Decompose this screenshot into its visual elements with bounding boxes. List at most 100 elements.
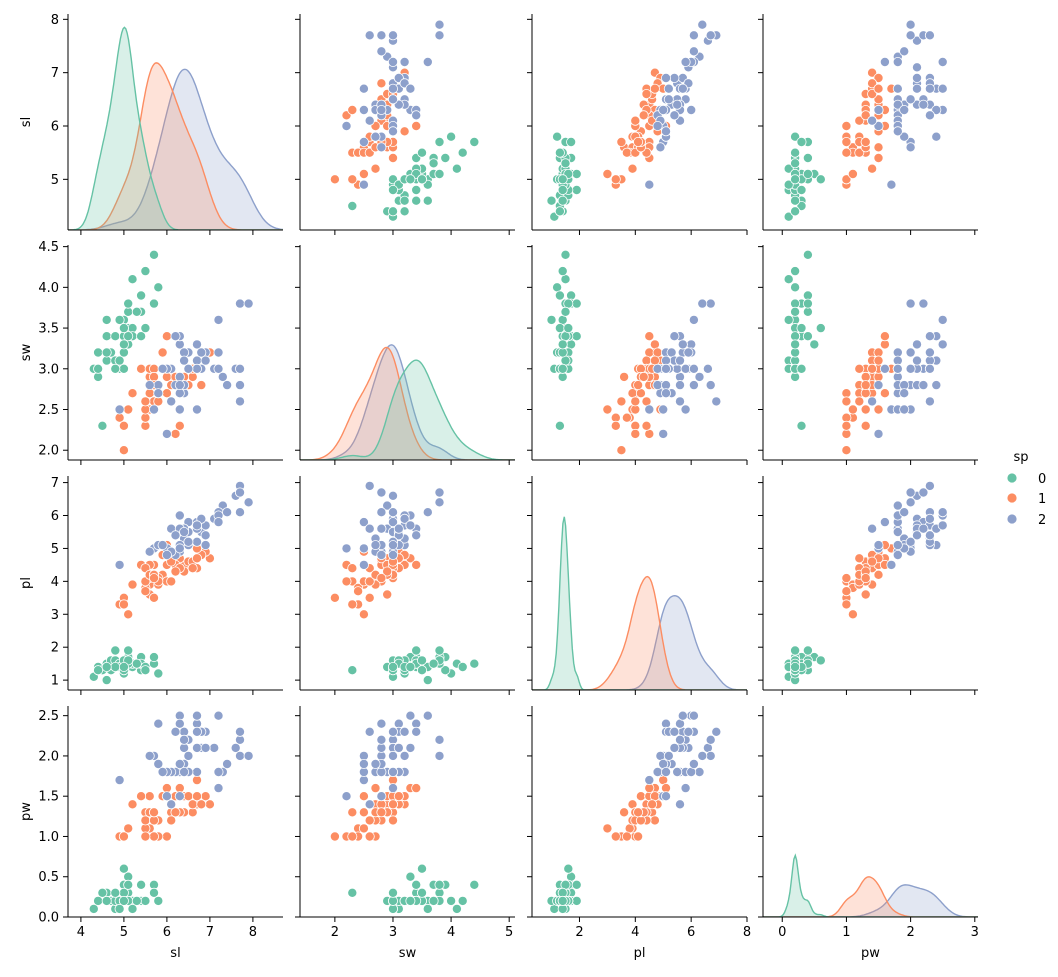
- point-sp2: [399, 513, 410, 524]
- point-sp1: [161, 831, 172, 842]
- point-sp2: [370, 759, 381, 770]
- point-sp2: [200, 540, 211, 551]
- point-sp2: [243, 497, 254, 508]
- point-sp0: [118, 662, 129, 673]
- point-sp0: [118, 363, 129, 374]
- point-sp1: [148, 573, 159, 584]
- point-sp2: [191, 363, 202, 374]
- point-sp1: [854, 147, 865, 158]
- point-sp2: [711, 396, 722, 407]
- point-sp2: [661, 767, 672, 778]
- point-sp0: [563, 323, 574, 334]
- point-sp0: [557, 339, 568, 350]
- point-sp2: [661, 126, 672, 137]
- point-sp2: [434, 497, 445, 508]
- point-sp2: [652, 380, 663, 391]
- point-sp2: [170, 331, 181, 342]
- point-sp2: [153, 718, 164, 729]
- point-sp0: [790, 339, 801, 350]
- point-sp1: [387, 152, 398, 163]
- x-tick-label: 3: [971, 925, 979, 940]
- point-sp0: [153, 895, 164, 906]
- point-sp0: [131, 895, 142, 906]
- point-sp1: [347, 807, 358, 818]
- y-tick-label: 7: [51, 476, 59, 491]
- point-sp1: [621, 147, 632, 158]
- panel-pl-vs-sw: [295, 476, 515, 695]
- point-sp1: [140, 396, 151, 407]
- point-sp2: [879, 363, 890, 374]
- point-sp1: [633, 380, 644, 391]
- point-sp1: [358, 807, 369, 818]
- panel-sw-vs-pw: [758, 245, 978, 465]
- point-sp0: [790, 662, 801, 673]
- point-sp2: [144, 546, 155, 557]
- point-sp2: [213, 363, 224, 374]
- point-sp0: [97, 887, 108, 898]
- point-sp2: [230, 742, 241, 753]
- point-sp2: [873, 380, 884, 391]
- point-sp2: [644, 404, 655, 415]
- point-sp0: [790, 645, 801, 656]
- y-tick-label: 3.0: [38, 362, 59, 377]
- point-sp0: [790, 306, 801, 317]
- point-sp2: [358, 559, 369, 570]
- point-sp1: [879, 388, 890, 399]
- point-sp1: [353, 586, 364, 597]
- x-tick-label: 4: [631, 925, 639, 940]
- point-sp0: [796, 363, 807, 374]
- point-sp2: [697, 19, 708, 30]
- point-sp0: [815, 655, 826, 666]
- point-sp2: [387, 750, 398, 761]
- point-sp2: [174, 380, 185, 391]
- point-sp0: [387, 662, 398, 673]
- point-sp1: [847, 404, 858, 415]
- kde-fill-1: [68, 62, 283, 230]
- point-sp2: [422, 507, 433, 518]
- point-sp0: [796, 420, 807, 431]
- y-tick-label: 2.0: [38, 749, 59, 764]
- point-sp2: [683, 726, 694, 737]
- point-sp2: [658, 404, 669, 415]
- point-sp0: [571, 168, 582, 179]
- x-tick-label: 8: [249, 925, 257, 940]
- point-sp2: [867, 396, 878, 407]
- point-sp0: [790, 282, 801, 293]
- point-sp2: [234, 487, 245, 498]
- point-sp1: [347, 599, 358, 610]
- point-sp0: [148, 249, 159, 260]
- point-sp2: [705, 750, 716, 761]
- point-sp1: [140, 831, 151, 842]
- point-sp2: [931, 380, 942, 391]
- point-sp0: [347, 887, 358, 898]
- y-axis-label-sl: sl: [19, 117, 34, 127]
- point-sp2: [183, 750, 194, 761]
- point-sp0: [140, 665, 151, 676]
- point-sp0: [153, 282, 164, 293]
- point-sp1: [347, 105, 358, 116]
- point-sp2: [873, 428, 884, 439]
- point-sp1: [399, 126, 410, 137]
- y-tick-label: 6: [51, 509, 59, 524]
- point-sp1: [873, 152, 884, 163]
- point-sp2: [924, 110, 935, 121]
- point-sp1: [641, 420, 652, 431]
- y-tick-label: 7: [51, 66, 59, 81]
- point-sp0: [560, 306, 571, 317]
- point-sp1: [841, 136, 852, 147]
- x-tick-label: 5: [120, 925, 128, 940]
- point-sp1: [118, 445, 129, 456]
- point-sp0: [136, 290, 147, 301]
- panel-sl-vs-pw: [758, 14, 978, 235]
- point-sp2: [222, 507, 233, 518]
- point-sp1: [161, 331, 172, 342]
- point-sp2: [376, 142, 387, 153]
- point-sp2: [658, 428, 669, 439]
- panel-marks: [546, 249, 722, 456]
- point-sp0: [416, 147, 427, 158]
- x-tick-label: 7: [206, 925, 214, 940]
- legend-marker-0: [1006, 472, 1018, 484]
- point-sp2: [688, 710, 699, 721]
- point-sp0: [802, 249, 813, 260]
- x-tick-label: 5: [505, 925, 513, 940]
